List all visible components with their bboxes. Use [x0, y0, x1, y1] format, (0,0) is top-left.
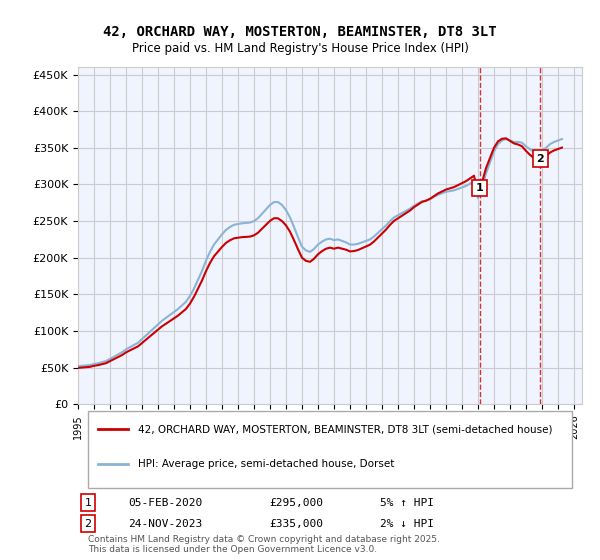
Text: £335,000: £335,000	[269, 519, 323, 529]
Text: 1: 1	[476, 183, 484, 193]
Text: 2: 2	[85, 519, 92, 529]
Text: Contains HM Land Registry data © Crown copyright and database right 2025.
This d: Contains HM Land Registry data © Crown c…	[88, 535, 440, 554]
Text: 5% ↑ HPI: 5% ↑ HPI	[380, 498, 434, 508]
Text: Price paid vs. HM Land Registry's House Price Index (HPI): Price paid vs. HM Land Registry's House …	[131, 42, 469, 55]
FancyBboxPatch shape	[88, 410, 572, 488]
Text: HPI: Average price, semi-detached house, Dorset: HPI: Average price, semi-detached house,…	[139, 459, 395, 469]
Text: 24-NOV-2023: 24-NOV-2023	[128, 519, 203, 529]
Text: 05-FEB-2020: 05-FEB-2020	[128, 498, 203, 508]
Text: 1: 1	[85, 498, 92, 508]
Text: 2: 2	[536, 154, 544, 164]
Text: 42, ORCHARD WAY, MOSTERTON, BEAMINSTER, DT8 3LT (semi-detached house): 42, ORCHARD WAY, MOSTERTON, BEAMINSTER, …	[139, 424, 553, 434]
Text: 2% ↓ HPI: 2% ↓ HPI	[380, 519, 434, 529]
Text: £295,000: £295,000	[269, 498, 323, 508]
Text: 42, ORCHARD WAY, MOSTERTON, BEAMINSTER, DT8 3LT: 42, ORCHARD WAY, MOSTERTON, BEAMINSTER, …	[103, 25, 497, 39]
